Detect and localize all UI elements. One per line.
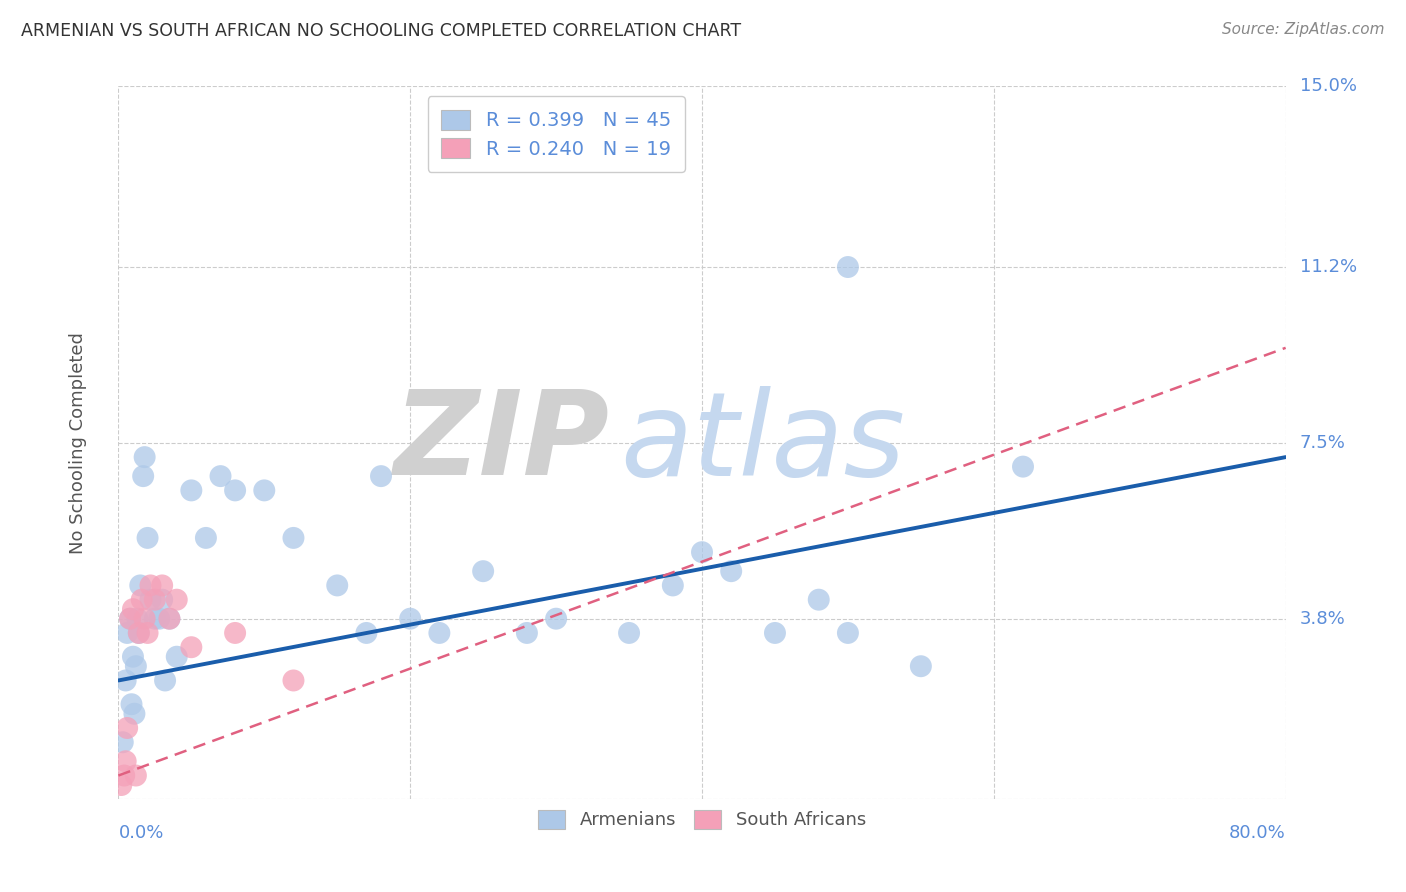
Point: [720, 564, 742, 578]
Point: [134, 612, 156, 626]
Text: atlas: atlas: [620, 386, 905, 500]
Point: [837, 260, 859, 274]
Point: [118, 612, 141, 626]
Point: [143, 592, 166, 607]
Text: 80.0%: 80.0%: [1229, 824, 1285, 842]
Point: [115, 721, 138, 735]
Point: [136, 626, 159, 640]
Point: [118, 612, 141, 626]
Point: [472, 564, 495, 578]
Point: [209, 469, 232, 483]
Point: [114, 754, 136, 768]
Point: [159, 612, 181, 626]
Point: [180, 483, 202, 498]
Point: [166, 592, 188, 607]
Text: ARMENIAN VS SOUTH AFRICAN NO SCHOOLING COMPLETED CORRELATION CHART: ARMENIAN VS SOUTH AFRICAN NO SCHOOLING C…: [21, 22, 741, 40]
Point: [326, 578, 349, 592]
Point: [399, 612, 422, 626]
Point: [150, 592, 173, 607]
Text: Source: ZipAtlas.com: Source: ZipAtlas.com: [1222, 22, 1385, 37]
Point: [128, 626, 150, 640]
Point: [546, 612, 568, 626]
Point: [356, 626, 378, 640]
Point: [370, 469, 392, 483]
Point: [131, 592, 153, 607]
Point: [159, 612, 181, 626]
Point: [1012, 459, 1035, 474]
Point: [429, 626, 451, 640]
Point: [283, 531, 305, 545]
Text: No Schooling Completed: No Schooling Completed: [69, 332, 87, 554]
Point: [115, 626, 138, 640]
Point: [143, 612, 166, 626]
Point: [910, 659, 932, 673]
Point: [136, 531, 159, 545]
Legend: Armenians, South Africans: Armenians, South Africans: [531, 803, 873, 837]
Point: [114, 673, 136, 688]
Point: [194, 531, 217, 545]
Point: [763, 626, 786, 640]
Point: [837, 626, 859, 640]
Point: [150, 578, 173, 592]
Point: [662, 578, 685, 592]
Point: [224, 483, 246, 498]
Point: [122, 649, 145, 664]
Point: [148, 612, 170, 626]
Point: [111, 735, 134, 749]
Point: [124, 706, 146, 721]
Text: 11.2%: 11.2%: [1299, 258, 1357, 276]
Point: [129, 578, 152, 592]
Text: 3.8%: 3.8%: [1299, 610, 1346, 628]
Point: [690, 545, 713, 559]
Text: 0.0%: 0.0%: [118, 824, 163, 842]
Point: [139, 592, 162, 607]
Point: [121, 698, 143, 712]
Point: [128, 626, 150, 640]
Point: [125, 659, 148, 673]
Point: [132, 469, 155, 483]
Point: [253, 483, 276, 498]
Text: ZIP: ZIP: [392, 385, 609, 500]
Point: [153, 673, 176, 688]
Point: [516, 626, 538, 640]
Point: [807, 592, 830, 607]
Point: [617, 626, 640, 640]
Point: [112, 768, 135, 782]
Text: 7.5%: 7.5%: [1299, 434, 1346, 452]
Point: [166, 649, 188, 664]
Point: [139, 578, 162, 592]
Point: [134, 450, 156, 464]
Point: [283, 673, 305, 688]
Point: [224, 626, 246, 640]
Text: 15.0%: 15.0%: [1299, 78, 1357, 95]
Point: [127, 612, 149, 626]
Point: [125, 768, 148, 782]
Point: [110, 778, 132, 792]
Point: [180, 640, 202, 655]
Point: [122, 602, 145, 616]
